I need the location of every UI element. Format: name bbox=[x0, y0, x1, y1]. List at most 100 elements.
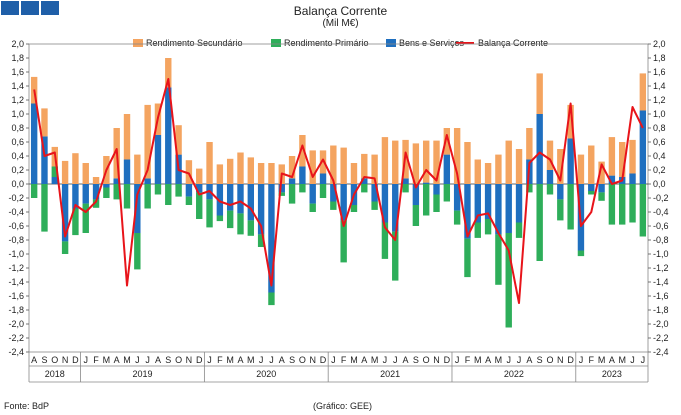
bar-bens-e-servi-os bbox=[30, 103, 38, 184]
legend: Rendimento Secundário Rendimento Primári… bbox=[0, 38, 681, 52]
bar-bens-e-servi-os bbox=[433, 184, 440, 195]
bar-bens-e-servi-os bbox=[505, 184, 512, 233]
bar-rendimento-secund-rio bbox=[453, 128, 461, 184]
bar-rendimento-prim-rio bbox=[123, 184, 131, 209]
bar-rendimento-secund-rio bbox=[412, 143, 420, 184]
month-label: S bbox=[537, 355, 543, 365]
y-tick-label-left: 0,2 bbox=[11, 165, 24, 175]
bar-rendimento-prim-rio bbox=[61, 241, 69, 254]
bar-bens-e-servi-os bbox=[134, 184, 141, 233]
bar-rendimento-prim-rio bbox=[185, 196, 193, 205]
year-label: 2022 bbox=[504, 369, 524, 379]
bar-rendimento-prim-rio bbox=[299, 184, 306, 193]
y-tick-label-left: -1,2 bbox=[8, 263, 24, 273]
month-label: J bbox=[135, 355, 140, 365]
bar-bens-e-servi-os bbox=[196, 184, 203, 193]
bar-bens-e-servi-os bbox=[257, 184, 265, 235]
bar-rendimento-secund-rio bbox=[505, 140, 512, 184]
bar-rendimento-prim-rio bbox=[330, 201, 337, 210]
month-label: O bbox=[423, 355, 430, 365]
month-label: J bbox=[641, 355, 646, 365]
credit-note: (Gráfico: GEE) bbox=[313, 401, 373, 411]
month-label: M bbox=[371, 355, 379, 365]
month-label: S bbox=[41, 355, 47, 365]
bar-bens-e-servi-os bbox=[309, 184, 316, 204]
y-tick-label-left: 1,6 bbox=[11, 67, 24, 77]
month-label: M bbox=[123, 355, 131, 365]
y-tick-label-right: -0,4 bbox=[653, 207, 669, 217]
legend-item-balanca-corrente: Balança Corrente bbox=[456, 38, 548, 48]
bar-rendimento-secund-rio bbox=[577, 154, 585, 184]
bar-rendimento-prim-rio bbox=[371, 201, 378, 210]
bar-bens-e-servi-os bbox=[92, 184, 100, 200]
month-label: F bbox=[341, 355, 347, 365]
bar-rendimento-secund-rio bbox=[268, 163, 275, 184]
source-note: Fonte: BdP bbox=[4, 401, 50, 411]
bar-rendimento-prim-rio bbox=[309, 203, 316, 212]
bar-bens-e-servi-os bbox=[247, 184, 255, 221]
bar-rendimento-prim-rio bbox=[82, 203, 89, 233]
bar-bens-e-servi-os bbox=[330, 184, 337, 202]
bar-rendimento-secund-rio bbox=[536, 73, 543, 114]
bar-bens-e-servi-os bbox=[144, 178, 151, 184]
month-label: M bbox=[618, 355, 626, 365]
bar-rendimento-secund-rio bbox=[392, 140, 399, 184]
bar-rendimento-secund-rio bbox=[371, 154, 378, 184]
bar-rendimento-secund-rio bbox=[185, 160, 193, 184]
month-label: A bbox=[237, 355, 243, 365]
month-label: M bbox=[103, 355, 111, 365]
bar-bens-e-servi-os bbox=[484, 184, 492, 219]
bar-rendimento-secund-rio bbox=[484, 163, 492, 184]
y-tick-label-left: 0,6 bbox=[11, 137, 24, 147]
bar-rendimento-prim-rio bbox=[268, 292, 275, 306]
y-tick-label-right: -1,8 bbox=[653, 305, 669, 315]
bar-rendimento-secund-rio bbox=[175, 125, 182, 155]
y-tick-label-right: 0,4 bbox=[653, 151, 666, 161]
bar-bens-e-servi-os bbox=[392, 184, 399, 232]
month-label: S bbox=[413, 355, 419, 365]
bar-rendimento-secund-rio bbox=[350, 163, 358, 184]
y-tick-label-right: 1,0 bbox=[653, 109, 666, 119]
bar-rendimento-prim-rio bbox=[30, 184, 38, 198]
y-tick-label-left: 0,4 bbox=[11, 151, 24, 161]
y-tick-label-right: -2,4 bbox=[653, 347, 669, 357]
bar-bens-e-servi-os bbox=[226, 184, 234, 211]
y-tick-label-right: -2,0 bbox=[653, 319, 669, 329]
bar-rendimento-prim-rio bbox=[350, 205, 358, 212]
bar-rendimento-secund-rio bbox=[226, 158, 234, 184]
y-tick-label-left: 1,0 bbox=[11, 109, 24, 119]
y-tick-label-left: 1,8 bbox=[11, 53, 24, 63]
bar-rendimento-secund-rio bbox=[567, 104, 574, 139]
bar-rendimento-prim-rio bbox=[464, 238, 471, 278]
bar-bens-e-servi-os bbox=[453, 184, 461, 211]
bar-bens-e-servi-os bbox=[567, 138, 574, 184]
bar-bens-e-servi-os bbox=[268, 184, 275, 293]
bar-bens-e-servi-os bbox=[443, 154, 451, 184]
bar-rendimento-secund-rio bbox=[474, 159, 481, 184]
y-tick-label-left: -0,8 bbox=[8, 235, 24, 245]
month-label: A bbox=[403, 355, 409, 365]
bar-bens-e-servi-os bbox=[598, 184, 605, 193]
month-label: N bbox=[309, 355, 316, 365]
month-label: M bbox=[350, 355, 358, 365]
month-label: D bbox=[444, 355, 451, 365]
month-label: D bbox=[196, 355, 203, 365]
bar-rendimento-prim-rio bbox=[196, 192, 203, 219]
legend-item-rendimento-primario: Rendimento Primário bbox=[271, 38, 369, 48]
bar-rendimento-prim-rio bbox=[72, 208, 79, 236]
bar-rendimento-prim-rio bbox=[51, 166, 58, 177]
bar-rendimento-secund-rio bbox=[299, 135, 306, 167]
bar-rendimento-prim-rio bbox=[453, 210, 461, 225]
bar-rendimento-secund-rio bbox=[495, 154, 502, 184]
bar-bens-e-servi-os bbox=[165, 87, 172, 184]
month-label: N bbox=[557, 355, 564, 365]
logo-square-3 bbox=[41, 1, 59, 15]
bar-rendimento-prim-rio bbox=[216, 215, 224, 222]
y-tick-label-right: 0,0 bbox=[653, 179, 666, 189]
legend-label-primario: Rendimento Primário bbox=[284, 38, 369, 48]
bar-bens-e-servi-os bbox=[588, 184, 595, 191]
month-label: J bbox=[83, 355, 88, 365]
y-tick-label-left: 2,0 bbox=[11, 39, 24, 49]
bar-bens-e-servi-os bbox=[299, 166, 306, 184]
month-label: J bbox=[269, 355, 274, 365]
